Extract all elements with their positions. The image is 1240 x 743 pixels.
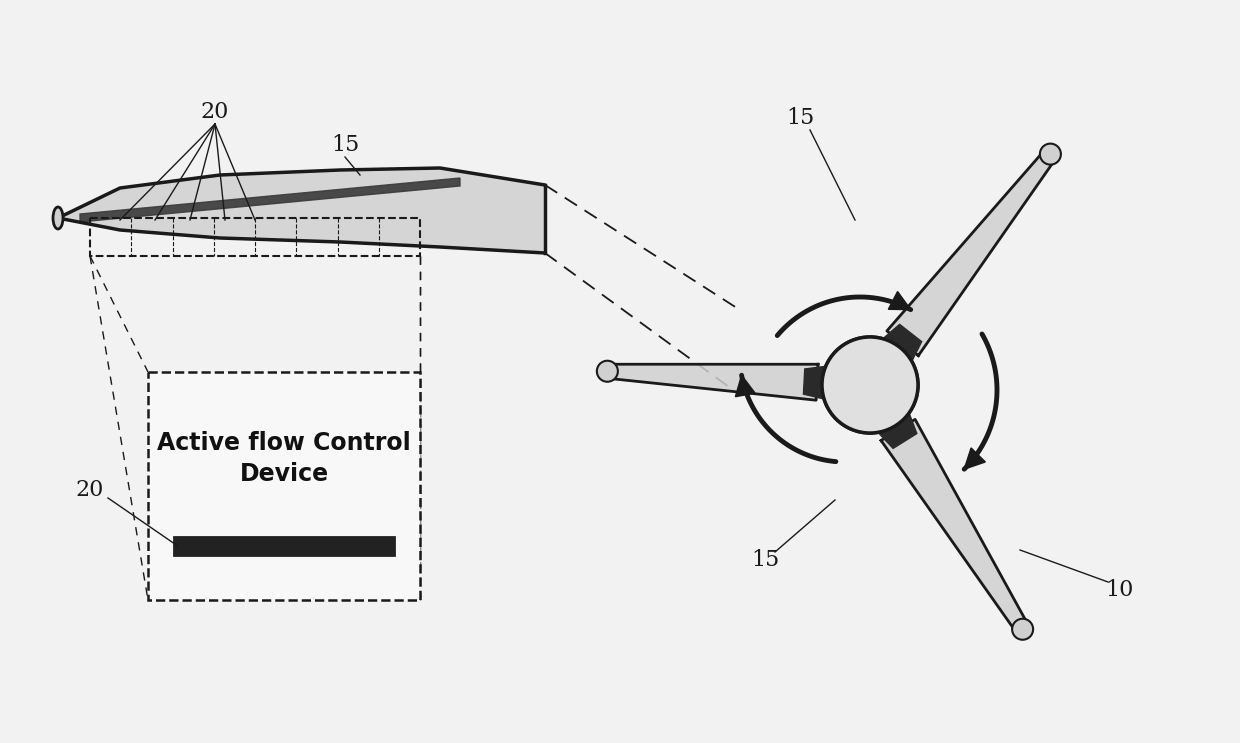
Text: 15: 15 <box>751 549 779 571</box>
Text: 15: 15 <box>331 134 360 156</box>
Text: 20: 20 <box>201 101 229 123</box>
Polygon shape <box>608 364 818 400</box>
Polygon shape <box>804 366 825 399</box>
Bar <box>148 372 420 600</box>
Polygon shape <box>735 375 755 397</box>
Bar <box>91 218 420 256</box>
Bar <box>174 536 396 557</box>
Ellipse shape <box>596 361 618 382</box>
Polygon shape <box>879 415 916 448</box>
Polygon shape <box>888 291 910 310</box>
Polygon shape <box>965 448 986 469</box>
Ellipse shape <box>1040 143 1061 165</box>
Ellipse shape <box>53 207 63 229</box>
Text: Active flow Control
Device: Active flow Control Device <box>157 431 410 487</box>
Polygon shape <box>882 419 1028 633</box>
Text: 20: 20 <box>76 479 104 501</box>
Text: 10: 10 <box>1106 579 1135 601</box>
Polygon shape <box>887 150 1056 356</box>
Circle shape <box>822 337 918 433</box>
Polygon shape <box>81 178 460 222</box>
Polygon shape <box>884 325 921 360</box>
Circle shape <box>822 337 918 433</box>
Ellipse shape <box>1012 619 1033 640</box>
Text: 15: 15 <box>786 107 815 129</box>
Polygon shape <box>58 168 546 253</box>
